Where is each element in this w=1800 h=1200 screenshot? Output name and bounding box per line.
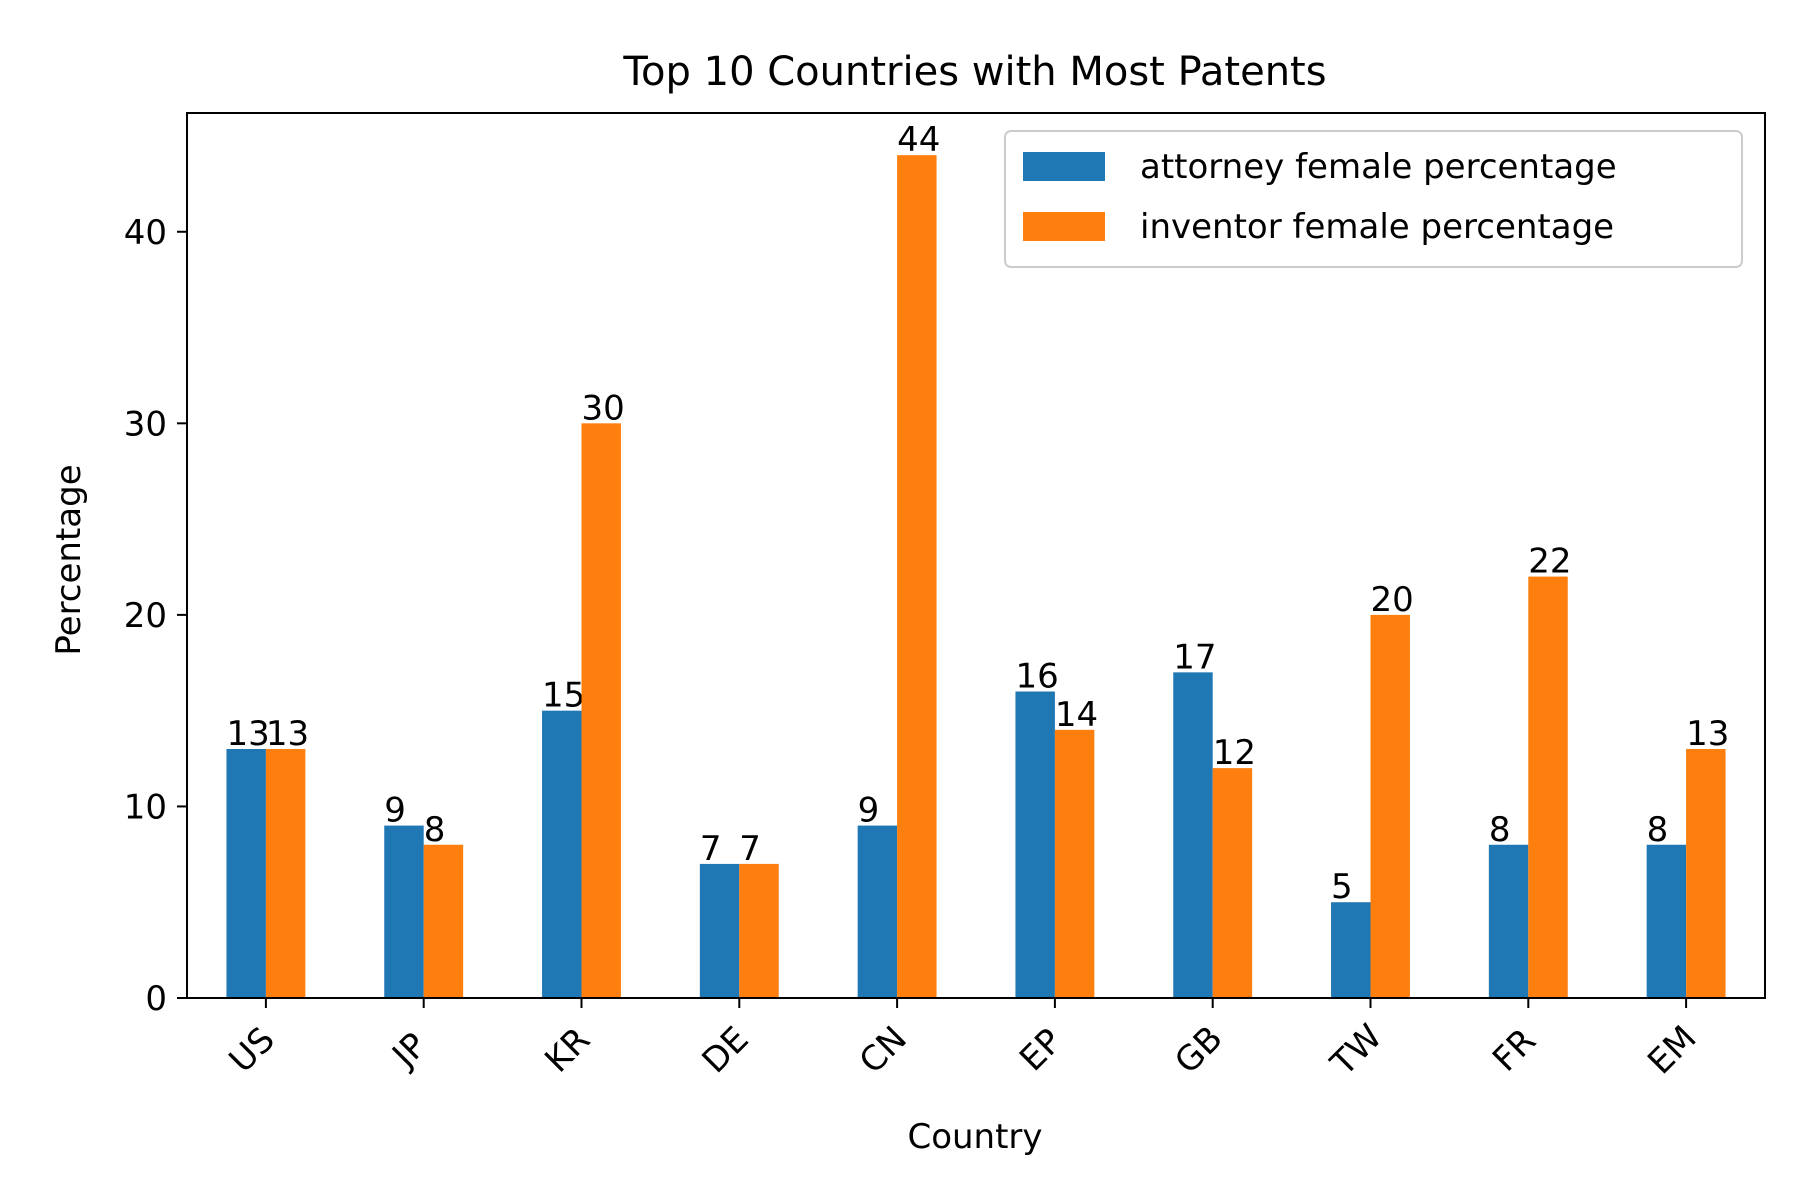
chart-title: Top 10 Countries with Most Patents xyxy=(622,49,1326,95)
y-tick-label-20: 20 xyxy=(124,596,167,636)
data-label-attorney-kr: 15 xyxy=(542,676,585,716)
y-axis-label: Percentage xyxy=(49,464,89,655)
bar-inventor-tw xyxy=(1371,615,1410,998)
bar-attorney-jp xyxy=(384,826,423,998)
bar-attorney-kr xyxy=(542,711,581,998)
bar-inventor-fr xyxy=(1528,577,1567,998)
data-label-attorney-de: 7 xyxy=(700,829,722,869)
legend-label-attorney: attorney female percentage xyxy=(1140,147,1617,187)
data-label-attorney-ep: 16 xyxy=(1015,657,1058,697)
bar-attorney-us xyxy=(226,749,265,998)
data-label-inventor-us: 13 xyxy=(266,714,309,754)
bar-attorney-tw xyxy=(1331,902,1370,998)
data-label-attorney-fr: 8 xyxy=(1489,810,1511,850)
x-tick-label-de: DE xyxy=(695,1019,757,1081)
y-tick-label-0: 0 xyxy=(145,979,167,1019)
data-label-attorney-jp: 9 xyxy=(384,791,406,831)
data-label-attorney-us: 13 xyxy=(226,714,269,754)
y-tick-label-40: 40 xyxy=(124,213,167,253)
x-tick-label-gb: GB xyxy=(1167,1019,1230,1082)
data-label-attorney-cn: 9 xyxy=(858,791,880,831)
bar-attorney-em xyxy=(1647,845,1686,998)
data-label-inventor-tw: 20 xyxy=(1371,580,1414,620)
data-label-inventor-ep: 14 xyxy=(1055,695,1098,735)
x-tick-label-jp: JP xyxy=(384,1025,435,1076)
data-label-inventor-jp: 8 xyxy=(424,810,446,850)
data-label-attorney-em: 8 xyxy=(1647,810,1669,850)
data-label-inventor-de: 7 xyxy=(739,829,761,869)
data-label-attorney-tw: 5 xyxy=(1331,867,1353,907)
y-tick-label-30: 30 xyxy=(124,404,167,444)
bar-attorney-ep xyxy=(1015,692,1054,998)
bar-attorney-fr xyxy=(1489,845,1528,998)
data-label-inventor-cn: 44 xyxy=(897,120,940,160)
bar-inventor-em xyxy=(1686,749,1725,998)
y-axis: 0 10 20 30 40 xyxy=(124,213,187,1019)
bar-inventor-kr xyxy=(582,423,621,998)
x-tick-label-ep: EP xyxy=(1012,1021,1070,1079)
x-tick-label-kr: KR xyxy=(537,1020,598,1081)
legend-swatch-attorney xyxy=(1023,152,1105,181)
x-tick-label-em: EM xyxy=(1640,1018,1704,1082)
bar-inventor-cn xyxy=(897,155,936,998)
y-tick-label-10: 10 xyxy=(124,787,167,827)
x-axis: US JP KR DE CN EP GB TW FR EM xyxy=(222,998,1705,1084)
legend-swatch-inventor xyxy=(1023,212,1105,241)
bar-inventor-de xyxy=(739,864,778,998)
legend-label-inventor: inventor female percentage xyxy=(1140,207,1614,247)
legend: attorney female percentage inventor fema… xyxy=(1005,131,1742,267)
bar-attorney-de xyxy=(700,864,739,998)
x-tick-label-cn: CN xyxy=(852,1019,915,1082)
bar-inventor-us xyxy=(266,749,305,998)
x-axis-label: Country xyxy=(907,1117,1042,1157)
x-tick-label-tw: TW xyxy=(1323,1017,1390,1084)
x-tick-label-fr: FR xyxy=(1485,1021,1544,1080)
bar-inventor-ep xyxy=(1055,730,1094,998)
data-label-attorney-gb: 17 xyxy=(1173,637,1216,677)
data-label-inventor-kr: 30 xyxy=(582,388,625,428)
x-tick-label-us: US xyxy=(222,1020,283,1081)
bar-attorney-gb xyxy=(1173,672,1212,998)
data-label-inventor-fr: 22 xyxy=(1528,542,1571,582)
bar-inventor-jp xyxy=(424,845,463,998)
data-label-inventor-gb: 12 xyxy=(1213,733,1256,773)
bar-inventor-gb xyxy=(1213,768,1252,998)
bar-attorney-cn xyxy=(858,826,897,998)
data-label-inventor-em: 13 xyxy=(1686,714,1729,754)
